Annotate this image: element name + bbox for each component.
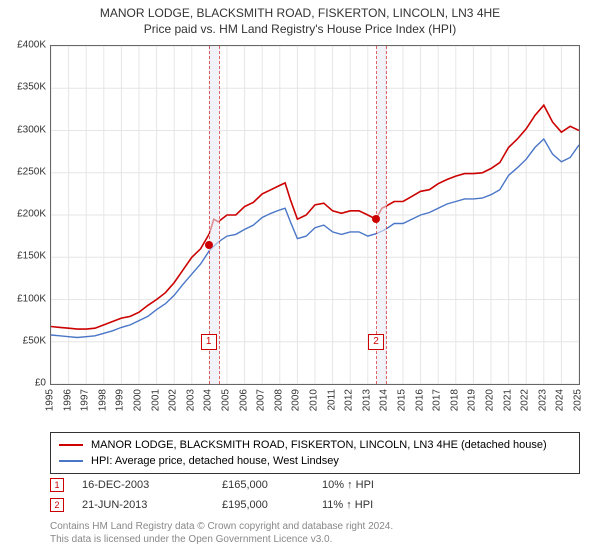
y-tick-label: £250K: [17, 166, 46, 177]
x-tick-label: 2017: [432, 389, 443, 411]
chart-title-main: MANOR LODGE, BLACKSMITH ROAD, FISKERTON,…: [0, 6, 600, 20]
x-tick-label: 2016: [414, 389, 425, 411]
chart-plot-area: 12: [50, 45, 580, 385]
events-table: 1 16-DEC-2003£165,00010% ↑ HPI 2 21-JUN-201…: [50, 475, 580, 515]
y-tick-label: £300K: [17, 124, 46, 135]
x-tick-label: 1995: [45, 389, 56, 411]
x-tick-label: 2000: [133, 389, 144, 411]
x-tick-label: 2024: [555, 389, 566, 411]
event-dot: [205, 241, 213, 249]
x-tick-label: 2012: [344, 389, 355, 411]
event-date: 21-JUN-2013: [82, 499, 222, 511]
legend-swatch: [59, 444, 83, 446]
event-marker: 2: [50, 498, 64, 512]
event-price: £165,000: [222, 479, 322, 491]
x-tick-label: 2014: [379, 389, 390, 411]
y-tick-label: £200K: [17, 209, 46, 220]
event-row: 2 21-JUN-2013£195,00011% ↑ HPI: [50, 495, 580, 515]
x-tick-label: 2013: [361, 389, 372, 411]
event-date: 16-DEC-2003: [82, 479, 222, 491]
x-tick-label: 1997: [80, 389, 91, 411]
license-line-1: Contains HM Land Registry data © Crown c…: [50, 520, 580, 533]
license-text: Contains HM Land Registry data © Crown c…: [50, 520, 580, 546]
event-flag: 1: [201, 334, 217, 350]
x-tick-label: 1998: [97, 389, 108, 411]
y-tick-label: £400K: [17, 40, 46, 51]
x-tick-label: 2009: [291, 389, 302, 411]
event-hpi: 11% ↑ HPI: [322, 499, 580, 511]
y-tick-label: £150K: [17, 251, 46, 262]
event-price: £195,000: [222, 499, 322, 511]
x-tick-label: 2002: [168, 389, 179, 411]
y-tick-label: £50K: [23, 335, 46, 346]
event-marker: 1: [50, 478, 64, 492]
y-tick-label: £100K: [17, 293, 46, 304]
event-dot: [372, 215, 380, 223]
x-tick-label: 2023: [537, 389, 548, 411]
event-flag: 2: [368, 334, 384, 350]
legend-row: HPI: Average price, detached house, West…: [59, 453, 571, 469]
x-tick-label: 2010: [309, 389, 320, 411]
x-tick-label: 2019: [467, 389, 478, 411]
x-tick-label: 2021: [502, 389, 513, 411]
x-axis: 1995199619971998199920002001200220032004…: [50, 385, 580, 425]
x-tick-label: 2004: [203, 389, 214, 411]
x-tick-label: 1996: [62, 389, 73, 411]
x-tick-label: 2022: [520, 389, 531, 411]
x-tick-label: 2011: [326, 389, 337, 411]
event-hpi: 10% ↑ HPI: [322, 479, 580, 491]
chart-title-block: MANOR LODGE, BLACKSMITH ROAD, FISKERTON,…: [0, 0, 600, 36]
x-tick-label: 2008: [273, 389, 284, 411]
legend-label: HPI: Average price, detached house, West…: [91, 455, 339, 467]
x-tick-label: 2025: [573, 389, 584, 411]
y-tick-label: £350K: [17, 82, 46, 93]
legend-row: MANOR LODGE, BLACKSMITH ROAD, FISKERTON,…: [59, 437, 571, 453]
legend-swatch: [59, 460, 83, 462]
legend-label: MANOR LODGE, BLACKSMITH ROAD, FISKERTON,…: [91, 439, 547, 451]
x-tick-label: 1999: [115, 389, 126, 411]
legend: MANOR LODGE, BLACKSMITH ROAD, FISKERTON,…: [50, 432, 580, 474]
y-axis: £0£50K£100K£150K£200K£250K£300K£350K£400…: [0, 45, 50, 385]
chart-title-sub: Price paid vs. HM Land Registry's House …: [0, 22, 600, 36]
x-tick-label: 2005: [221, 389, 232, 411]
chart-svg: [51, 46, 579, 384]
x-tick-label: 2001: [150, 389, 161, 411]
license-line-2: This data is licensed under the Open Gov…: [50, 533, 580, 546]
x-tick-label: 2003: [185, 389, 196, 411]
event-row: 1 16-DEC-2003£165,00010% ↑ HPI: [50, 475, 580, 495]
x-tick-label: 2007: [256, 389, 267, 411]
x-tick-label: 2006: [238, 389, 249, 411]
x-tick-label: 2018: [449, 389, 460, 411]
x-tick-label: 2015: [397, 389, 408, 411]
x-tick-label: 2020: [485, 389, 496, 411]
y-tick-label: £0: [35, 378, 46, 389]
